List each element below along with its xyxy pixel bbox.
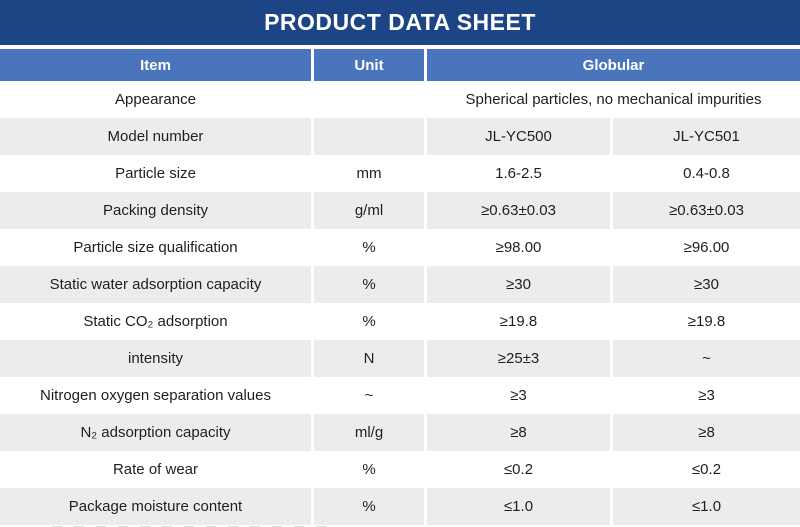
value-cell: ≤0.2 (610, 451, 800, 488)
header-unit: Unit (311, 49, 424, 81)
value-cell: ≥25±3 (424, 340, 610, 377)
value-cell: ≤1.0 (424, 488, 610, 525)
unit-cell: mm (311, 155, 424, 192)
table-row: Rate of wear% ≤0.2 ≤0.2 (0, 451, 800, 488)
item-cell: Rate of wear (0, 451, 311, 488)
value-cell: ≥3 (424, 377, 610, 414)
unit-cell: % (311, 266, 424, 303)
unit-cell: g/ml (311, 192, 424, 229)
header-globular: Globular (424, 49, 800, 81)
item-cell: Package moisture content (0, 488, 311, 525)
table-row: Package moisture content% ≤1.0 ≤1.0 (0, 488, 800, 525)
table-row: Static water adsorption capacity% ≥30 ≥30 (0, 266, 800, 303)
value-cell: JL-YC501 (610, 118, 800, 155)
value-cell: 0.4-0.8 (610, 155, 800, 192)
unit-cell: N (311, 340, 424, 377)
value-cell: ≥96.00 (610, 229, 800, 266)
value-cell: ≥0.63±0.03 (424, 192, 610, 229)
item-cell: Particle size qualification (0, 229, 311, 266)
table-row: N₂ adsorption capacity ml/g ≥8 ≥8 (0, 414, 800, 451)
unit-cell: % (311, 229, 424, 266)
value-cell: ≥8 (424, 414, 610, 451)
value-cell: ≥19.8 (424, 303, 610, 340)
page-title-text: PRODUCT DATA SHEET (264, 9, 536, 35)
item-cell: Nitrogen oxygen separation values (0, 377, 311, 414)
table-row: Particle size qualification% ≥98.00 ≥96.00 (0, 229, 800, 266)
item-cell: intensity (0, 340, 311, 377)
item-cell: Appearance (0, 81, 311, 118)
item-cell: Static water adsorption capacity (0, 266, 311, 303)
table-body: Appearance Spherical particles, no mechan… (0, 81, 800, 525)
value-cell: 1.6-2.5 (424, 155, 610, 192)
value-cell: ≥0.63±0.03 (610, 192, 800, 229)
value-cell: ≥30 (424, 266, 610, 303)
header-item: Item (0, 49, 311, 81)
unit-cell: % (311, 451, 424, 488)
item-cell: N₂ adsorption capacity (0, 414, 311, 451)
value-cell: ≥30 (610, 266, 800, 303)
table-row: Static CO₂ adsorption% ≥19.8 ≥19.8 (0, 303, 800, 340)
table-row: Particle size mm 1.6-2.5 0.4-0.8 (0, 155, 800, 192)
unit-cell (311, 81, 424, 118)
value-cell: ≥3 (610, 377, 800, 414)
unit-cell: ml/g (311, 414, 424, 451)
value-cell: ≤1.0 (610, 488, 800, 525)
value-cell: ≥98.00 (424, 229, 610, 266)
unit-cell: % (311, 488, 424, 525)
item-cell: Static CO₂ adsorption (0, 303, 311, 340)
table-row: Model number JL-YC500 JL-YC501 (0, 118, 800, 155)
table-row: Nitrogen oxygen separation values ~ ≥3 ≥3 (0, 377, 800, 414)
value-cell: ~ (610, 340, 800, 377)
value-cell: ≤0.2 (424, 451, 610, 488)
item-cell: Particle size (0, 155, 311, 192)
item-cell: Model number (0, 118, 311, 155)
value-cell: ≥8 (610, 414, 800, 451)
title-divider (0, 45, 800, 49)
header-row: Item Unit Globular (0, 49, 800, 81)
value-cell: ≥19.8 (610, 303, 800, 340)
unit-cell: ~ (311, 377, 424, 414)
table-row: Appearance Spherical particles, no mechan… (0, 81, 800, 118)
value-cell-merged: Spherical particles, no mechanical impur… (424, 81, 800, 118)
item-cell: Packing density (0, 192, 311, 229)
product-data-table: Item Unit Globular Appearance Spherical p… (0, 49, 800, 525)
value-cell: JL-YC500 (424, 118, 610, 155)
unit-cell (311, 118, 424, 155)
table-row: Packing density g/ml ≥0.63±0.03 ≥0.63±0.03 (0, 192, 800, 229)
unit-cell: % (311, 303, 424, 340)
page-title: PRODUCT DATA SHEET (0, 0, 800, 45)
table-row: intensity N ≥25±3 ~ (0, 340, 800, 377)
